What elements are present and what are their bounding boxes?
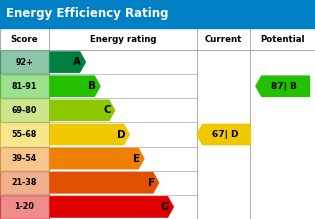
Polygon shape [50,76,100,96]
Text: 1-20: 1-20 [14,202,34,211]
Text: 92+: 92+ [15,58,33,67]
Text: F: F [147,178,155,188]
Polygon shape [50,100,115,120]
Text: Energy rating: Energy rating [89,35,156,44]
Text: G: G [161,202,169,212]
Text: C: C [103,105,111,115]
Bar [0,147,49,171]
Bar [0,74,49,98]
Text: Score: Score [11,35,38,44]
Polygon shape [256,76,309,96]
Polygon shape [50,197,173,217]
Polygon shape [50,52,85,72]
Bar [0,50,49,74]
Text: 21-38: 21-38 [12,178,37,187]
Bar [0,195,49,219]
Bar [0,0,315,28]
Text: 55-68: 55-68 [12,130,37,139]
Polygon shape [50,173,158,193]
Text: A: A [73,57,81,67]
Text: 81-91: 81-91 [12,82,37,91]
Polygon shape [50,124,129,145]
Polygon shape [197,124,250,145]
Bar [0,171,49,195]
Text: 69-80: 69-80 [12,106,37,115]
Text: D: D [117,129,125,140]
Text: Energy Efficiency Rating: Energy Efficiency Rating [6,7,168,21]
Text: E: E [133,154,140,164]
Text: 67| D: 67| D [212,130,238,139]
Text: Potential: Potential [261,35,305,44]
Text: 87| B: 87| B [271,82,297,91]
Polygon shape [50,148,144,169]
Text: 39-54: 39-54 [12,154,37,163]
Bar [0,28,315,219]
Text: B: B [88,81,96,91]
Bar [0,122,49,147]
Bar [0,98,49,122]
Text: Current: Current [205,35,242,44]
